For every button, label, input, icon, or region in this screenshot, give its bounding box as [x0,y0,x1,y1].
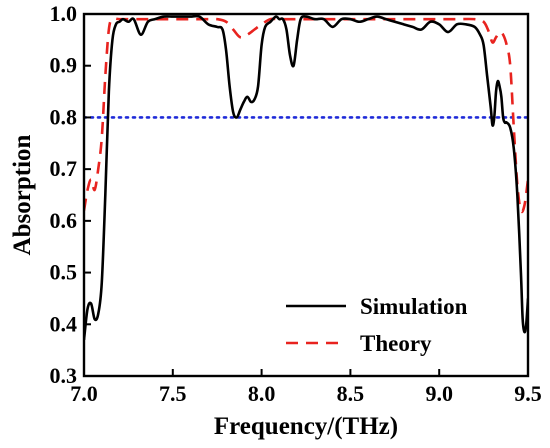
y-tick-label: 0.3 [50,363,78,388]
y-tick-label: 0.7 [50,156,78,181]
x-tick-label: 9.0 [425,381,453,406]
x-axis-title: Frequency/(THz) [214,413,398,440]
y-axis-title: Absorption [9,134,36,255]
y-tick-label: 0.6 [50,208,78,233]
x-tick-label: 8.0 [248,381,276,406]
y-tick-label: 0.9 [50,53,78,78]
tick-layer: 7.0 7.5 8.0 8.5 9.0 9.5 0.3 0.4 0.5 0.6 0.7 0.8 0.9 1… [50,1,542,406]
series-line-simulation [84,14,528,340]
legend: Simulation Theory [286,294,468,356]
x-tick-label: 8.5 [337,381,365,406]
series-line-theory [84,17,528,214]
y-tick-label: 1.0 [50,1,78,26]
plot-frame [82,12,530,378]
y-tick-label: 0.8 [50,104,78,129]
x-tick-label: 7.5 [159,381,187,406]
series-layer [84,14,528,340]
x-tick-label: 7.0 [70,381,98,406]
legend-label-theory: Theory [360,331,432,356]
x-tick-label: 9.5 [514,381,542,406]
y-tick-label: 0.5 [50,260,78,285]
legend-label-simulation: Simulation [360,294,468,319]
y-tick-label: 0.4 [50,311,78,336]
